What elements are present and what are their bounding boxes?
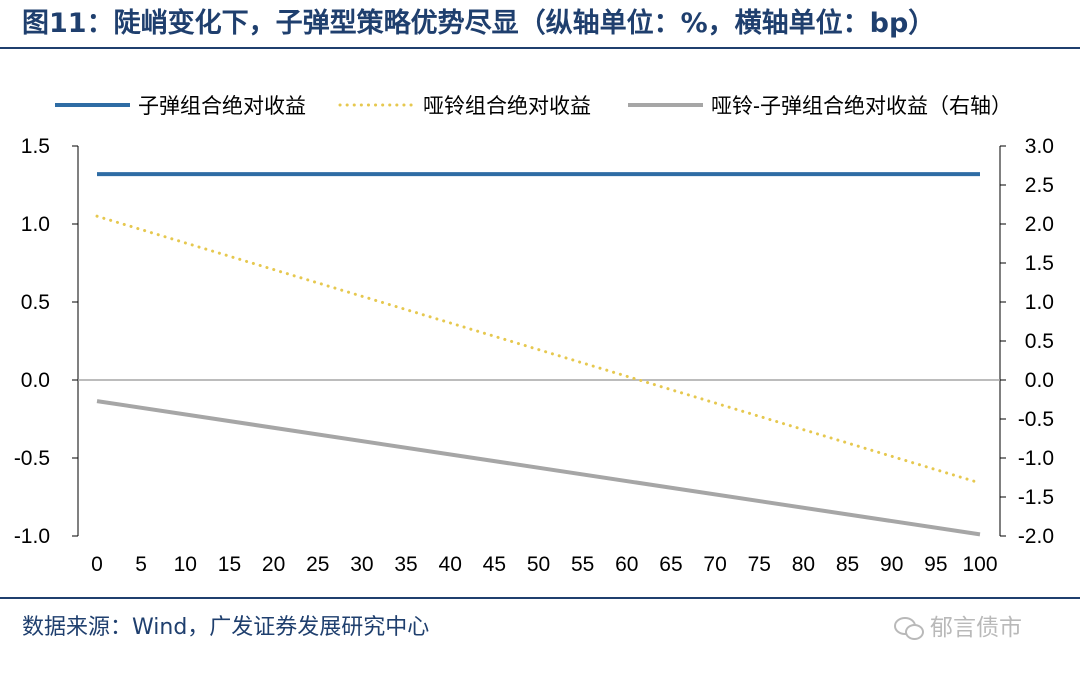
left-axis-tick-label: 0.0 [21, 369, 50, 392]
legend-label-3: 哑铃-子弹组合绝对收益（右轴） [711, 95, 1012, 118]
source-rule [0, 597, 1080, 599]
x-axis-tick-label: 40 [439, 553, 462, 576]
x-axis-tick-label: 70 [703, 553, 726, 576]
right-axis-tick-label: 2.5 [1025, 174, 1054, 197]
right-axis-tick-label: -0.5 [1018, 408, 1054, 431]
right-axis-tick-label: 0.5 [1025, 330, 1054, 353]
x-axis-tick-label: 20 [262, 553, 285, 576]
left-axis-tick-label: -0.5 [14, 447, 50, 470]
legend-label-1: 子弹组合绝对收益 [138, 95, 306, 118]
right-axis-tick-label: -1.0 [1018, 447, 1054, 470]
x-axis-tick-label: 65 [659, 553, 682, 576]
x-axis-tick-label: 60 [615, 553, 638, 576]
x-axis-tick-label: 35 [394, 553, 417, 576]
right-axis-tick-label: 3.0 [1025, 135, 1054, 158]
x-axis-tick-label: 95 [924, 553, 947, 576]
figure-title: 图11：陡峭变化下，子弹型策略优势尽显（纵轴单位：%，横轴单位：bp） [22, 8, 936, 39]
title-rule [0, 47, 1080, 49]
x-axis-tick-label: 75 [748, 553, 771, 576]
source-note: 数据来源：Wind，广发证券发展研究中心 [22, 615, 430, 640]
chart-series [95, 172, 982, 537]
wechat-icon [894, 615, 924, 641]
x-axis-tick-label: 50 [527, 553, 550, 576]
line-chart: 子弹组合绝对收益 哑铃组合绝对收益 哑铃-子弹组合绝对收益（右轴） 1.5 1.0 0.… [14, 95, 1054, 576]
watermark-text: 郁言债市 [930, 615, 1022, 641]
legend-label-2: 哑铃组合绝对收益 [423, 95, 591, 118]
x-axis-tick-label: 15 [218, 553, 241, 576]
right-axis-tick-label: -1.5 [1018, 486, 1054, 509]
right-axis-tick-label: 1.5 [1025, 252, 1054, 275]
x-axis-tick-label: 100 [962, 553, 997, 576]
x-axis-tick-label: 10 [174, 553, 197, 576]
left-axis-tick-label: 1.0 [21, 213, 50, 236]
x-axis-tick-label: 80 [792, 553, 815, 576]
x-axis-tick-label: 5 [135, 553, 147, 576]
left-axis-tick-label: -1.0 [14, 525, 50, 548]
watermark: 郁言债市 [894, 610, 1022, 646]
x-axis-tick-label: 90 [880, 553, 903, 576]
x-axis-tick-label: 85 [836, 553, 859, 576]
series-line-2 [95, 214, 982, 485]
chart-axes: 1.5 1.0 0.5 0.0 -0.5 -1.0 3.0 2.5 2.0 1.5 1.0 0.5 0.… [14, 135, 1054, 576]
legend: 子弹组合绝对收益 哑铃组合绝对收益 哑铃-子弹组合绝对收益（右轴） [55, 95, 1012, 118]
x-axis-tick-label: 55 [571, 553, 594, 576]
right-axis-tick-label: 1.0 [1025, 291, 1054, 314]
left-axis-tick-label: 0.5 [21, 291, 50, 314]
right-axis-tick-label: -2.0 [1018, 525, 1054, 548]
x-axis-tick-label: 0 [91, 553, 103, 576]
x-axis-tick-label: 45 [483, 553, 506, 576]
series-line-3 [96, 399, 981, 537]
x-axis-tick-label: 30 [350, 553, 373, 576]
right-axis-tick-label: 2.0 [1025, 213, 1054, 236]
x-axis-tick-label: 25 [306, 553, 329, 576]
left-axis-tick-label: 1.5 [21, 135, 50, 158]
right-axis-tick-label: 0.0 [1025, 369, 1054, 392]
